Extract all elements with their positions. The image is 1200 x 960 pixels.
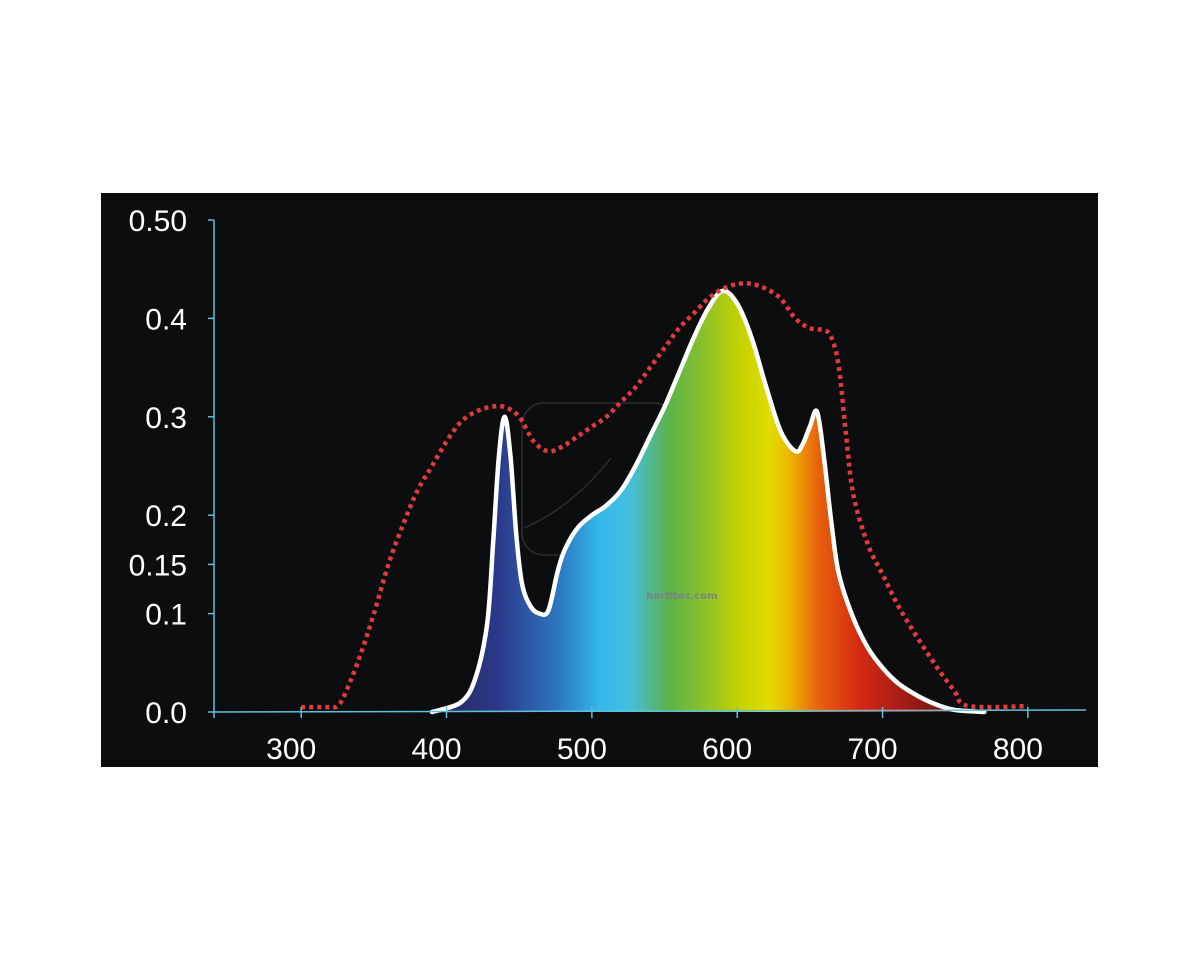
y-tick-label: 0.2 (145, 500, 187, 533)
y-tick-label: 0.50 (129, 205, 187, 238)
x-tick-label: 300 (266, 733, 316, 766)
x-tick-label: 500 (557, 733, 607, 766)
chart-panel: hortitec.com 0.0 0.1 0.15 0.2 0.3 0.4 0.50 300 4… (101, 193, 1098, 767)
spectrum-line (429, 288, 987, 715)
y-tick-label: 0.0 (145, 697, 187, 730)
x-tick-label: 600 (702, 733, 752, 766)
y-tick-label: 0.15 (129, 549, 187, 582)
reference-dotted-line (301, 281, 1028, 710)
x-axis (213, 709, 1087, 713)
x-tick-label: 700 (848, 733, 898, 766)
spectrum-area-fill (432, 290, 985, 712)
y-tick-label: 0.4 (145, 303, 187, 336)
x-tick-label: 400 (412, 733, 462, 766)
spectrum-chart: hortitec.com 0.0 0.1 0.15 0.2 0.3 0.4 0.50 300 4… (129, 205, 1087, 766)
y-tick-label: 0.3 (145, 402, 187, 435)
watermark-text: hortitec.com (646, 591, 718, 602)
y-tick-label: 0.1 (145, 599, 187, 632)
x-tick-label: 800 (993, 733, 1043, 766)
